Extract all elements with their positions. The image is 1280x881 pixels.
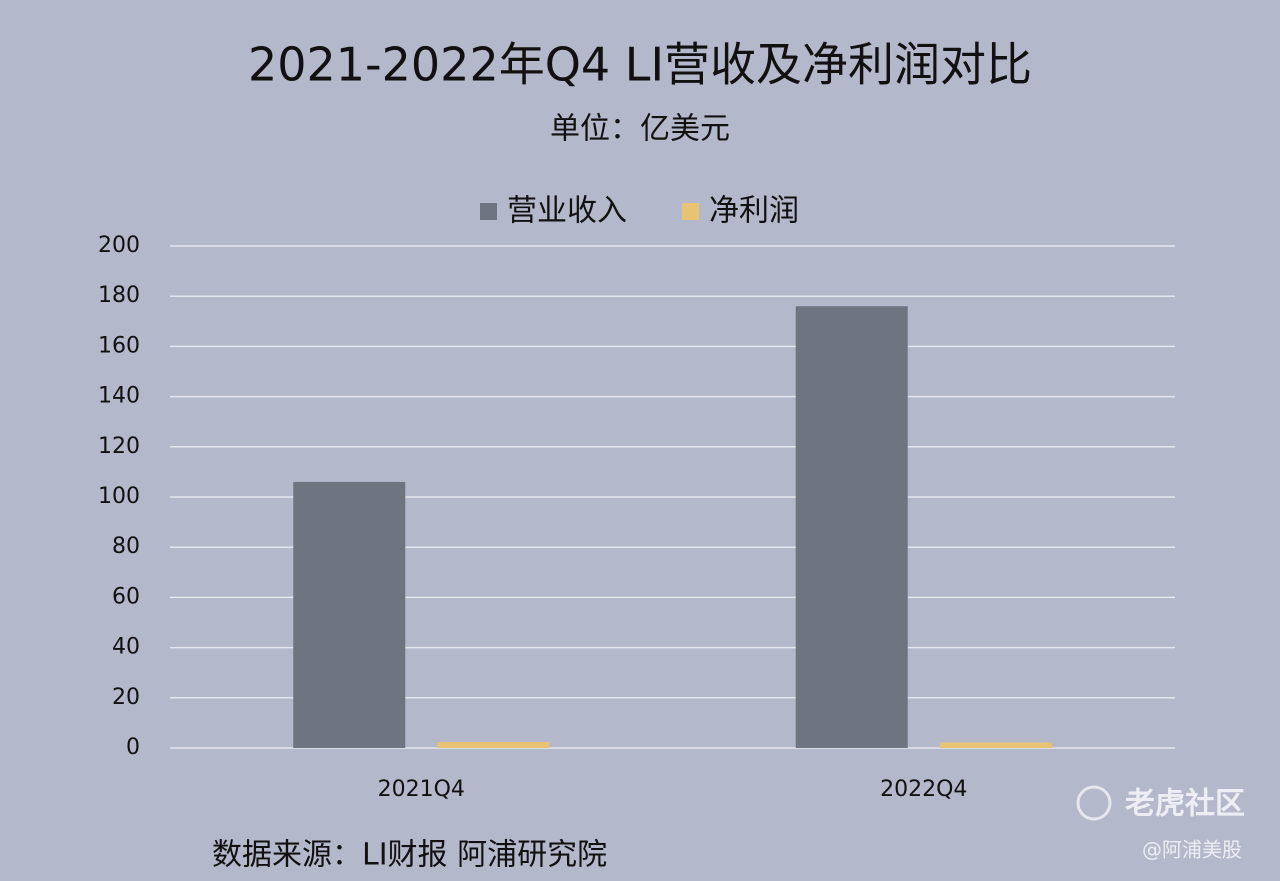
bar — [939, 742, 1052, 748]
y-tick-label: 140 — [98, 384, 140, 409]
legend-swatch — [682, 203, 699, 220]
x-tick-label: 2022Q4 — [880, 777, 967, 802]
legend-label: 营业收入 — [507, 194, 627, 229]
watermark-handle: @阿浦美股 — [1142, 838, 1242, 862]
source-note: 数据来源：LI财报 阿浦研究院 — [212, 838, 607, 873]
watermark: 老虎社区 — [1125, 787, 1245, 822]
chart-subtitle: 单位：亿美元 — [550, 112, 730, 147]
bar — [293, 481, 406, 748]
x-tick-label: 2021Q4 — [378, 777, 465, 802]
bar — [795, 306, 908, 748]
y-tick-label: 100 — [98, 484, 140, 509]
y-tick-label: 0 — [126, 735, 140, 760]
chart-title: 2021-2022年Q4 LI营收及净利润对比 — [248, 38, 1032, 92]
y-tick-label: 40 — [112, 635, 140, 660]
y-tick-label: 180 — [98, 283, 140, 308]
y-tick-label: 160 — [98, 333, 140, 358]
y-tick-label: 80 — [112, 534, 140, 559]
bar — [437, 741, 550, 748]
y-tick-label: 200 — [98, 233, 140, 258]
y-tick-label: 120 — [98, 434, 140, 459]
y-tick-label: 20 — [112, 685, 140, 710]
y-tick-label: 60 — [112, 584, 140, 609]
legend-swatch — [480, 203, 497, 220]
watermark-logo — [1076, 785, 1112, 821]
legend-label: 净利润 — [709, 194, 799, 229]
